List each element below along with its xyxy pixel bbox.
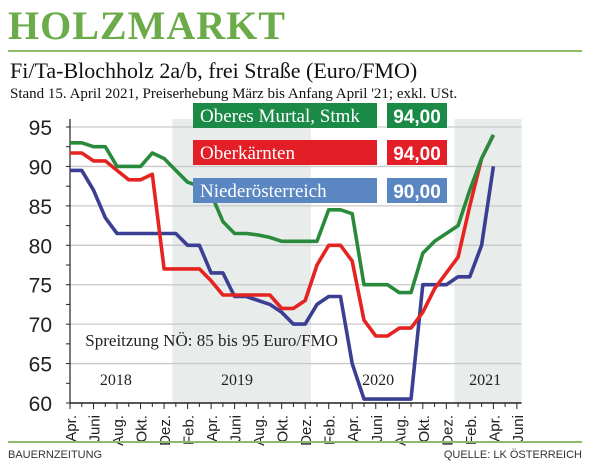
legend-value: 90,00 bbox=[393, 182, 441, 203]
legend-box bbox=[193, 140, 377, 165]
x-tick-label: Aug. bbox=[110, 415, 127, 446]
x-tick-label: Okt. bbox=[275, 415, 292, 443]
legend-value-box bbox=[387, 178, 447, 203]
series-niederoesterreich bbox=[69, 166, 496, 401]
chart-subtitle: Fi/Ta-Blochholz 2a/b, frei Straße (Euro/… bbox=[10, 58, 418, 83]
year-label: 2021 bbox=[469, 372, 501, 389]
year-band bbox=[454, 119, 522, 404]
x-tick-label: Juni bbox=[87, 415, 104, 443]
year-label: 2020 bbox=[362, 372, 394, 389]
x-tick-label: Apr. bbox=[204, 415, 221, 442]
y-tick-label: 65 bbox=[29, 354, 52, 377]
x-tick-label: Juni bbox=[369, 415, 386, 443]
x-tick-label: Dez. bbox=[157, 415, 174, 446]
x-tick-label: Feb. bbox=[181, 415, 198, 445]
footer-source: QUELLE: LK ÖSTERREICH bbox=[443, 449, 582, 461]
spread-annotation: Spreitzung NÖ: 85 bis 95 Euro/FMO bbox=[85, 331, 338, 350]
legend-value: 94,00 bbox=[393, 107, 441, 128]
x-tick-label: Apr. bbox=[345, 415, 362, 442]
legend-value-box bbox=[387, 103, 447, 128]
title-divider bbox=[8, 50, 582, 52]
legend-label: Oberkärnten bbox=[200, 143, 295, 164]
series-murtal bbox=[69, 134, 496, 295]
legend-value-box bbox=[387, 140, 447, 165]
x-tick-label: Dez. bbox=[298, 415, 315, 446]
legend-box bbox=[193, 178, 377, 203]
x-tick-label: Aug. bbox=[392, 415, 409, 446]
x-tick-label: Feb. bbox=[322, 415, 339, 445]
chart-note: Stand 15. April 2021, Preiserhebung März… bbox=[10, 86, 458, 102]
x-tick-label: Apr. bbox=[486, 415, 503, 442]
y-tick-label: 75 bbox=[29, 275, 52, 298]
x-tick-label: Apr. bbox=[63, 415, 80, 442]
y-tick-label: 95 bbox=[29, 117, 52, 140]
x-tick-label: Feb. bbox=[463, 415, 480, 445]
legend-value: 94,00 bbox=[393, 144, 441, 165]
y-tick-label: 85 bbox=[29, 196, 52, 219]
x-tick-label: Juni bbox=[510, 415, 527, 443]
x-tick-label: Dez. bbox=[439, 415, 456, 446]
x-tick-label: Okt. bbox=[134, 415, 151, 443]
footer-publisher: BAUERNZEITUNG bbox=[8, 449, 103, 461]
legend-label: Oberes Murtal, Stmk bbox=[200, 106, 360, 127]
x-tick-label: Aug. bbox=[251, 415, 268, 446]
year-label: 2018 bbox=[100, 372, 132, 389]
legend-label: Niederösterreich bbox=[200, 181, 327, 202]
y-tick-label: 90 bbox=[29, 156, 52, 179]
x-tick-label: Juni bbox=[228, 415, 245, 443]
footer-divider bbox=[8, 441, 582, 443]
legend-box bbox=[193, 103, 377, 128]
y-tick-label: 70 bbox=[29, 314, 52, 337]
x-tick-label: Okt. bbox=[416, 415, 433, 443]
year-label: 2019 bbox=[221, 372, 253, 389]
page-title: HOLZMARKT bbox=[8, 3, 286, 48]
y-tick-label: 60 bbox=[29, 393, 52, 416]
y-tick-label: 80 bbox=[29, 235, 52, 258]
